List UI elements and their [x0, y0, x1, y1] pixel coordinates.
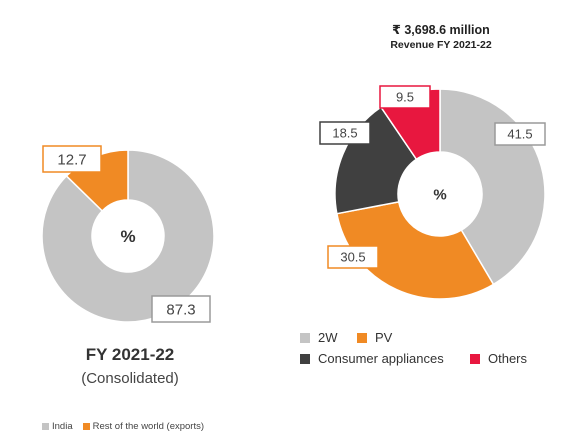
left-data-label-box-india — [151, 295, 211, 323]
right-data-label-box-consumer-appliances — [319, 121, 371, 145]
right-data-label-box-pv — [327, 245, 379, 269]
right-data-label-consumer-appliances: 18.5 — [332, 126, 357, 141]
right-data-label-others: 9.5 — [396, 90, 414, 105]
legend-label-exports: Rest of the world (exports) — [92, 421, 205, 432]
legend-swatch-india — [42, 423, 49, 430]
legend-item-consumer-appliances: Consumer appliances — [300, 351, 444, 366]
left-legend: India Rest of the world (exports) — [42, 421, 204, 432]
left-slice-india — [41, 149, 215, 323]
left-data-label-box-rest-of-the-world-exports — [42, 145, 102, 173]
left-center-label: % — [120, 227, 135, 246]
right-slice-pv — [335, 200, 495, 300]
legend-item-others: Others — [470, 351, 527, 366]
legend-label-consumer-appliances: Consumer appliances — [318, 351, 444, 366]
legend-label-2w: 2W — [318, 330, 338, 345]
left-data-label-rest-of-the-world-exports: 12.7 — [57, 151, 86, 168]
legend-item-2w: 2W — [300, 330, 338, 345]
right-data-label-box-others — [379, 85, 431, 109]
legend-swatch-others — [470, 353, 480, 364]
right-data-label-box-2w — [494, 122, 546, 146]
right-center-label: % — [433, 186, 446, 203]
legend-label-others: Others — [488, 351, 528, 366]
legend-swatch-consumer-appliances — [300, 353, 310, 364]
left-data-label-india: 87.3 — [166, 301, 195, 318]
legend-swatch-exports — [82, 423, 90, 430]
legend-swatch-2w — [300, 332, 310, 343]
legend-swatch-pv — [357, 332, 367, 343]
legend-item-pv: PV — [357, 330, 392, 345]
right-data-label-pv: 30.5 — [340, 250, 365, 265]
right-chart-subtitle: Revenue FY 2021-22 — [390, 39, 492, 51]
legend-label-india: India — [52, 421, 73, 432]
left-chart-caption: FY 2021-22 — [85, 345, 175, 364]
legend-label-pv: PV — [375, 330, 393, 345]
right-data-label-2w: 41.5 — [507, 127, 532, 142]
left-chart-subcaption: (Consolidated) — [81, 370, 179, 387]
right-chart-title: ₹ 3,698.6 million — [392, 23, 490, 37]
